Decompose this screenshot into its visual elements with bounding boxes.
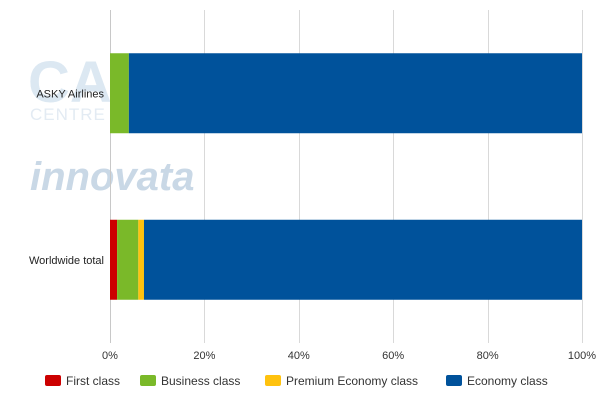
legend: First class Business class Premium Economy…	[45, 374, 548, 388]
legend-swatch	[45, 375, 61, 386]
bar-segment	[117, 219, 139, 300]
bars	[110, 53, 582, 300]
x-tick-label: 100%	[568, 350, 596, 362]
bar-segment	[138, 219, 144, 300]
x-tick-label: 80%	[477, 350, 499, 362]
x-tick-label: 20%	[193, 350, 215, 362]
category-label: ASKY Airlines	[36, 88, 104, 100]
x-tick-label: 0%	[102, 350, 118, 362]
x-tick-label: 60%	[382, 350, 404, 362]
legend-label: First class	[66, 374, 120, 388]
category-label: Worldwide total	[29, 255, 104, 267]
bar-segment	[143, 219, 582, 300]
legend-swatch	[140, 375, 156, 386]
legend-swatch	[265, 375, 281, 386]
legend-label: Economy class	[467, 374, 548, 388]
legend-swatch	[446, 375, 462, 386]
watermark-centre: CENTRE	[30, 105, 106, 124]
category-labels: ASKY Airlines Worldwide total	[29, 88, 104, 267]
watermark-innovata: innovata	[30, 155, 194, 199]
bar-segment	[128, 53, 582, 134]
x-tick-labels: 0% 20% 40% 60% 80% 100%	[102, 350, 596, 362]
bar-segment	[110, 53, 129, 134]
x-tick-label: 40%	[288, 350, 310, 362]
bar-segment	[110, 219, 118, 300]
legend-label: Premium Economy class	[286, 374, 418, 388]
legend-label: Business class	[161, 374, 240, 388]
